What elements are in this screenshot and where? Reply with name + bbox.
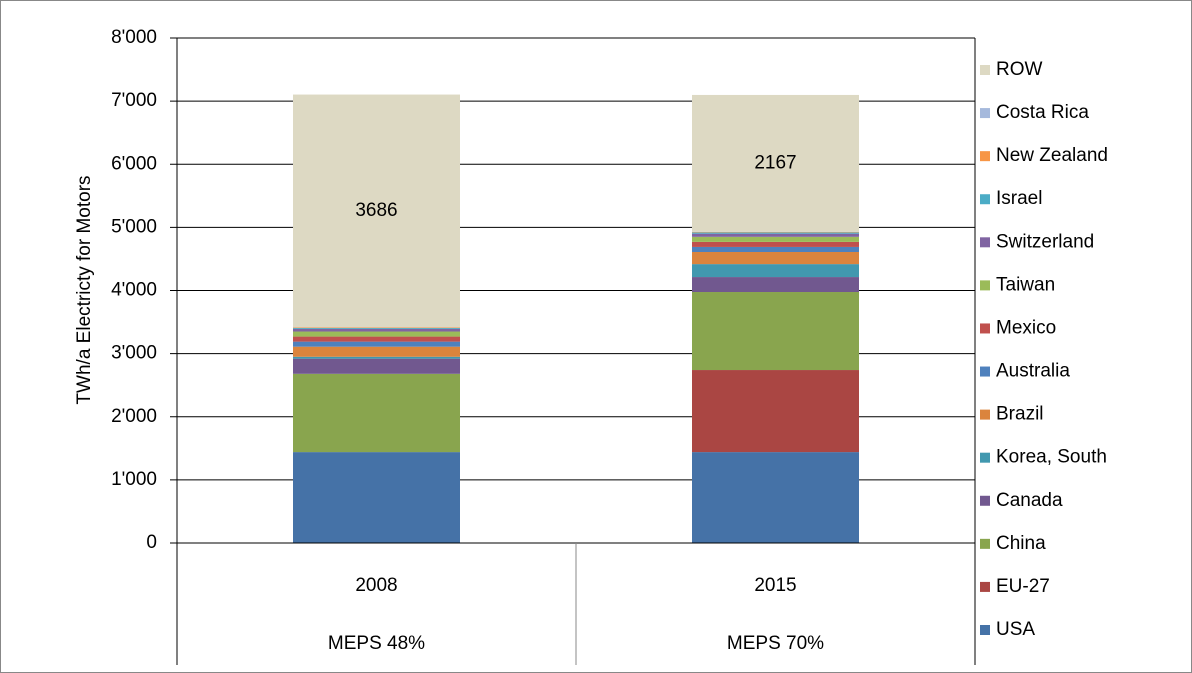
legend-label: Canada [996, 490, 1063, 511]
legend-swatch [980, 495, 990, 506]
legend-label: Israel [996, 188, 1042, 209]
legend-label: Korea, South [996, 447, 1107, 468]
x-tick-label: 2008 [355, 575, 397, 596]
bar-segment [692, 94, 859, 232]
bar-segment [692, 452, 859, 543]
legend-label: China [996, 533, 1046, 554]
bar-segment [293, 94, 460, 328]
bar-segment [692, 233, 859, 237]
legend-swatch [980, 151, 990, 162]
bar-segment [692, 241, 859, 247]
legend-swatch [980, 280, 990, 291]
legend-swatch [980, 366, 990, 377]
y-tick-label: 3'000 [111, 343, 157, 364]
legend-label: Taiwan [996, 274, 1055, 295]
y-axis-label: TWh/a Electricty for Motors [74, 175, 95, 404]
x-group-label: MEPS 70% [727, 633, 824, 654]
legend-swatch [980, 452, 990, 463]
legend-swatch [980, 581, 990, 592]
legend-label: Mexico [996, 317, 1056, 338]
legend-swatch [980, 625, 990, 635]
data-label: 2167 [754, 152, 796, 173]
y-tick-label: 7'000 [111, 90, 157, 111]
bar-segment [293, 346, 460, 357]
legend-swatch [980, 65, 990, 75]
bar-segment [293, 331, 460, 337]
bar-segment [293, 358, 460, 374]
bar-segment [692, 264, 859, 278]
bar-segment [692, 231, 859, 233]
bar-segment [692, 232, 859, 234]
legend-swatch [980, 409, 990, 420]
bar-segment [692, 277, 859, 293]
bar-segment [692, 246, 859, 252]
y-tick-label: 0 [146, 532, 157, 553]
bar-segment [293, 328, 460, 330]
legend-label: Switzerland [996, 231, 1094, 252]
data-label: 3686 [355, 200, 397, 221]
bar-segment [692, 251, 859, 265]
y-tick-label: 2'000 [111, 406, 157, 427]
legend-swatch [980, 538, 990, 549]
bar-segment [293, 336, 460, 342]
bar-segment [293, 356, 460, 359]
legend-label: ROW [996, 59, 1043, 80]
legend-label: USA [996, 619, 1035, 640]
legend-swatch [980, 237, 990, 248]
bar-segment [692, 370, 859, 453]
legend-label: Australia [996, 361, 1070, 382]
bar-segment [692, 236, 859, 242]
legend-swatch [980, 108, 990, 119]
bar-segment [293, 373, 460, 453]
bar-segment [293, 329, 460, 332]
legend-label: Brazil [996, 404, 1044, 425]
bar-segment [692, 292, 859, 371]
x-group-label: MEPS 48% [328, 633, 425, 654]
x-tick-label: 2015 [754, 575, 796, 596]
y-tick-label: 1'000 [111, 469, 157, 490]
legend-swatch [980, 194, 990, 205]
bar-segment [293, 327, 460, 329]
bar-segment [293, 452, 460, 543]
legend-swatch [980, 323, 990, 334]
y-tick-label: 8'000 [111, 27, 157, 48]
legend-label: Costa Rica [996, 102, 1089, 123]
y-tick-label: 4'000 [111, 280, 157, 301]
y-tick-label: 5'000 [111, 216, 157, 237]
bar-segment [293, 341, 460, 347]
legend-label: New Zealand [996, 145, 1108, 166]
y-tick-label: 6'000 [111, 153, 157, 174]
legend-label: EU-27 [996, 576, 1050, 597]
